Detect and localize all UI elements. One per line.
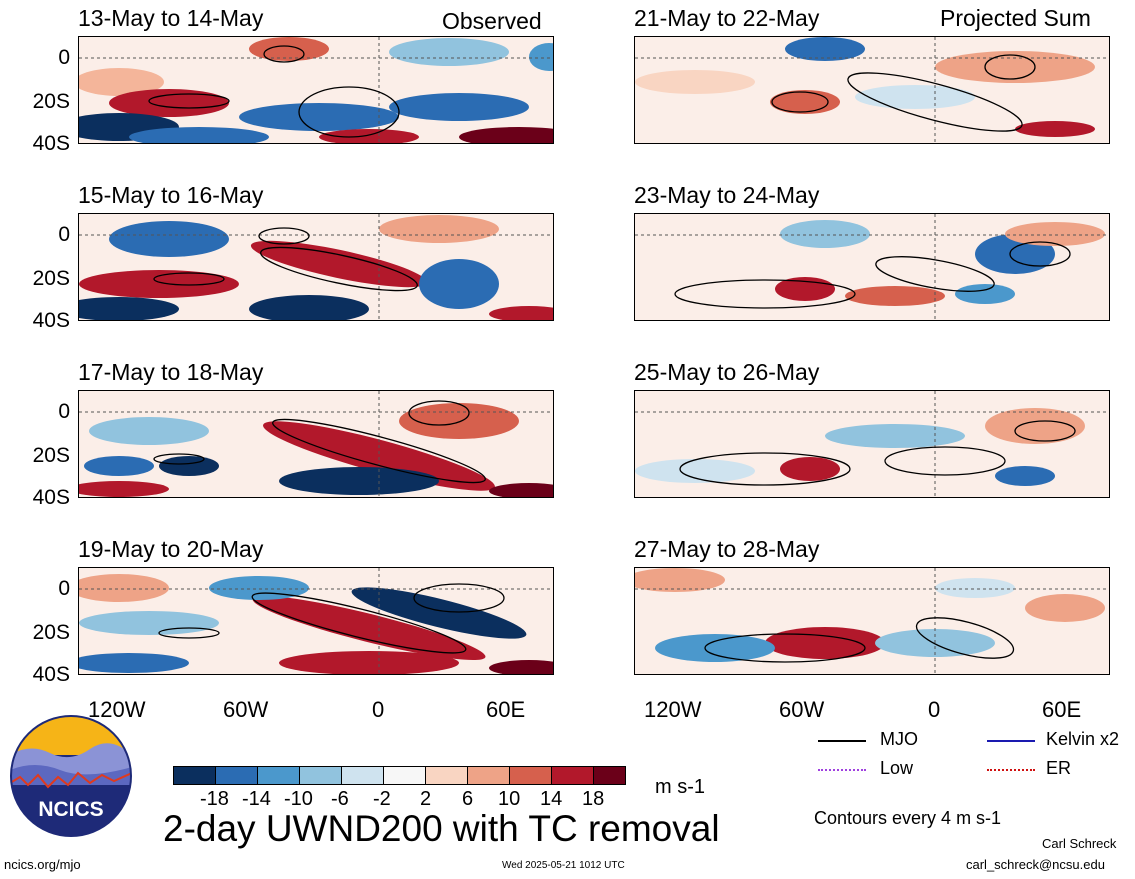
panel-title-7: 25-May to 26-May bbox=[634, 359, 820, 385]
colorbar-label: -14 bbox=[242, 788, 271, 810]
y-tick-40s: 40S bbox=[32, 663, 70, 686]
map-panel-1 bbox=[78, 36, 554, 144]
colorbar-label: 2 bbox=[420, 788, 432, 810]
colorbar-label: 6 bbox=[462, 788, 474, 810]
colorbar-swatch-6 bbox=[383, 766, 426, 785]
colorbar-swatch-8 bbox=[467, 766, 510, 785]
map-panel-6 bbox=[634, 213, 1110, 321]
y-tick-40s: 40S bbox=[32, 486, 70, 509]
map-panel-2 bbox=[78, 213, 554, 321]
projected-sum-label: Projected Sum bbox=[940, 5, 1091, 31]
colorbar-label: -6 bbox=[331, 788, 349, 810]
anomaly-field-8 bbox=[635, 568, 1109, 674]
panel-title-3: 17-May to 18-May bbox=[78, 359, 264, 385]
panel-title-2: 15-May to 16-May bbox=[78, 182, 264, 208]
y-tick-20s: 20S bbox=[32, 444, 70, 467]
panel-title-5: 21-May to 22-May bbox=[634, 5, 820, 31]
x-tick-120w: 120W bbox=[644, 697, 702, 722]
map-panel-8 bbox=[634, 567, 1110, 675]
y-tick-40s: 40S bbox=[32, 132, 70, 155]
footer-author: Carl Schreck bbox=[1042, 836, 1117, 851]
anomaly-field-5 bbox=[635, 37, 1109, 143]
anomaly-field-2 bbox=[79, 214, 553, 320]
anomaly-field-3 bbox=[79, 391, 553, 497]
map-panel-5 bbox=[634, 36, 1110, 144]
y-tick-0: 0 bbox=[58, 223, 70, 246]
footer-timestamp: Wed 2025-05-21 1012 UTC bbox=[502, 860, 625, 871]
panel-title-8: 27-May to 28-May bbox=[634, 536, 820, 562]
y-tick-0: 0 bbox=[58, 400, 70, 423]
legend-line-low bbox=[818, 769, 866, 771]
y-tick-20s: 20S bbox=[32, 90, 70, 113]
legend-label-mjo: MJO bbox=[880, 729, 918, 749]
colorbar-label: 10 bbox=[498, 788, 521, 810]
panel-title-4: 19-May to 20-May bbox=[78, 536, 264, 562]
legend-label-low: Low bbox=[880, 758, 914, 778]
x-tick-60w: 60W bbox=[223, 697, 269, 722]
colorbar-swatch-7 bbox=[425, 766, 468, 785]
y-tick-20s: 20S bbox=[32, 621, 70, 644]
colorbar-label: 18 bbox=[582, 788, 605, 810]
map-panel-7 bbox=[634, 390, 1110, 498]
anomaly-field-1 bbox=[79, 37, 553, 143]
x-tick-60w: 60W bbox=[779, 697, 825, 722]
observed-label: Observed bbox=[442, 8, 542, 34]
map-panel-4 bbox=[78, 567, 554, 675]
ncics-logo: NCICS bbox=[10, 715, 132, 837]
legend-label-kelvin: Kelvin x2 bbox=[1046, 729, 1120, 749]
colorbar-units: m s-1 bbox=[655, 776, 705, 798]
x-tick-0: 0 bbox=[928, 697, 941, 722]
y-tick-0: 0 bbox=[58, 577, 70, 600]
y-tick-40s: 40S bbox=[32, 309, 70, 332]
colorbar-swatch-4 bbox=[299, 766, 342, 785]
footer-url[interactable]: ncics.org/mjo bbox=[4, 857, 81, 872]
x-tick-60e: 60E bbox=[486, 697, 526, 722]
x-tick-0: 0 bbox=[372, 697, 385, 722]
contour-note: Contours every 4 m s-1 bbox=[814, 808, 1002, 828]
colorbar-label: 14 bbox=[540, 788, 563, 810]
colorbar-label: -18 bbox=[200, 788, 229, 810]
colorbar-swatch-2 bbox=[215, 766, 258, 785]
colorbar-swatch-9 bbox=[509, 766, 552, 785]
legend-label-er: ER bbox=[1046, 758, 1072, 778]
legend-line-kelvin bbox=[987, 740, 1035, 742]
anomaly-field-7 bbox=[635, 391, 1109, 497]
colorbar-swatch-3 bbox=[257, 766, 300, 785]
x-tick-60e: 60E bbox=[1042, 697, 1082, 722]
colorbar-swatch-5 bbox=[341, 766, 384, 785]
legend-line-mjo bbox=[818, 740, 866, 742]
colorbar-label: -10 bbox=[284, 788, 313, 810]
logo-text: NCICS bbox=[38, 798, 103, 821]
anomaly-field-4 bbox=[79, 568, 553, 674]
y-tick-20s: 20S bbox=[32, 267, 70, 290]
colorbar-swatch-11 bbox=[593, 766, 626, 785]
footer-email[interactable]: carl_schreck@ncsu.edu bbox=[966, 857, 1105, 872]
panel-title-1: 13-May to 14-May bbox=[78, 5, 264, 31]
y-tick-0: 0 bbox=[58, 46, 70, 69]
panel-title-6: 23-May to 24-May bbox=[634, 182, 820, 208]
colorbar-swatch-1 bbox=[173, 766, 216, 785]
map-panel-3 bbox=[78, 390, 554, 498]
x-tick-120w: 120W bbox=[88, 697, 146, 722]
colorbar-swatch-10 bbox=[551, 766, 594, 785]
legend-line-er bbox=[987, 769, 1035, 771]
anomaly-field-6 bbox=[635, 214, 1109, 320]
colorbar-label: -2 bbox=[373, 788, 391, 810]
figure-title: 2-day UWND200 with TC removal bbox=[163, 808, 720, 849]
